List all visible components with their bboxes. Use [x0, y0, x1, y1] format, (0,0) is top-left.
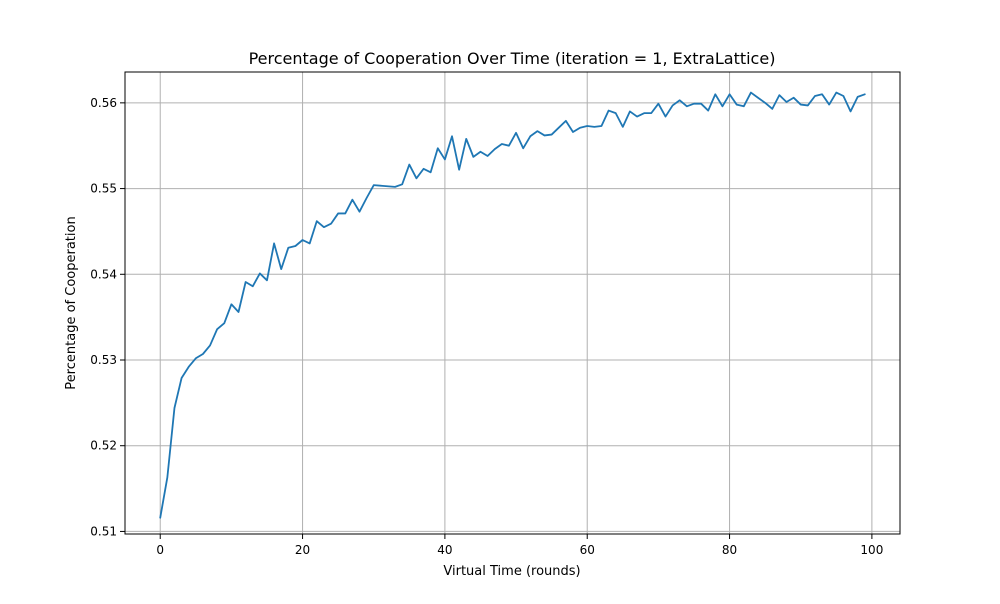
y-tick-label: 0.55 [90, 182, 117, 196]
y-tick-label: 0.51 [90, 524, 117, 538]
y-axis-label: Percentage of Cooperation [64, 216, 79, 389]
x-tick-label: 100 [860, 543, 883, 557]
x-tick-label: 80 [722, 543, 737, 557]
y-tick-label: 0.56 [90, 96, 117, 110]
y-tick-label: 0.52 [90, 439, 117, 453]
x-axis-label: Virtual Time (rounds) [443, 564, 580, 579]
x-tick-label: 40 [437, 543, 452, 557]
series-layer [159, 91, 866, 519]
y-axis-ticks: 0.51 0.52 0.53 0.54 0.55 0.56 [90, 96, 125, 538]
x-tick-label: 0 [156, 543, 164, 557]
y-tick-label: 0.53 [90, 353, 117, 367]
x-tick-label: 60 [580, 543, 595, 557]
grid-lines [125, 72, 900, 534]
plot-frame [124, 71, 901, 535]
y-tick-label: 0.54 [90, 267, 117, 281]
x-axis-ticks: 0 20 40 60 80 100 [156, 534, 883, 557]
x-tick-label: 20 [295, 543, 310, 557]
chart-title: Percentage of Cooperation Over Time (ite… [249, 49, 776, 68]
series-line [159, 91, 866, 519]
